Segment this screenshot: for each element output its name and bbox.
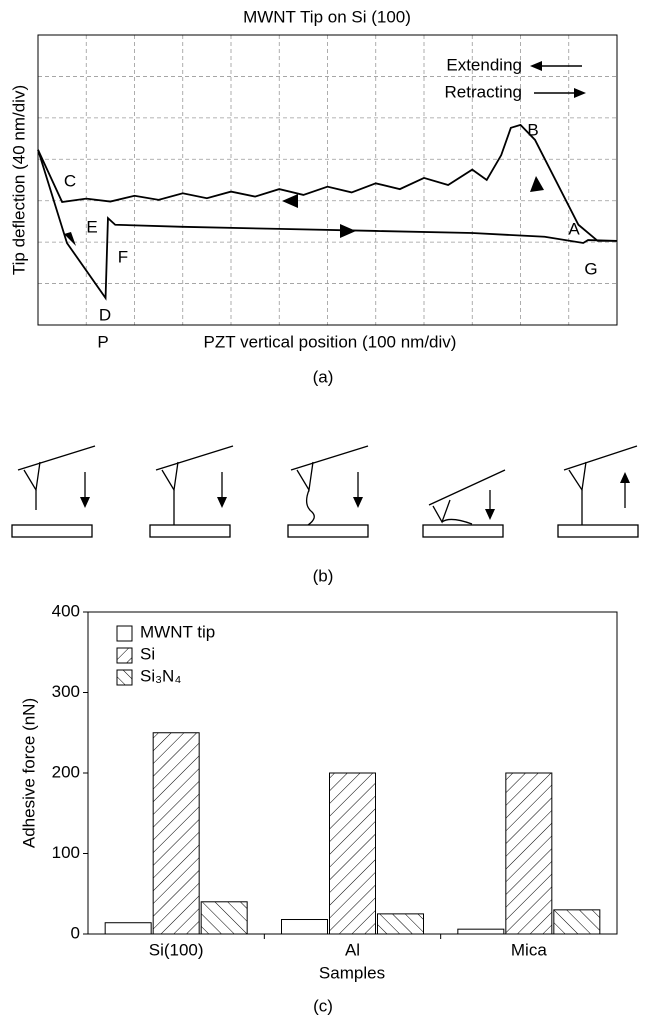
data-line — [37, 149, 618, 301]
x-tick-label: Mica — [511, 940, 547, 959]
data-line — [37, 123, 617, 242]
x-axis-label: PZT vertical position (100 nm/div) — [204, 332, 457, 351]
annotation: E — [86, 217, 97, 236]
chart-title: MWNT Tip on Si (100) — [243, 7, 411, 26]
panel-label: (c) — [313, 996, 333, 1015]
bar — [329, 772, 376, 935]
y-tick-label: 200 — [52, 762, 80, 781]
arrow-head — [282, 194, 298, 208]
panel-b — [11, 445, 639, 538]
annotation: B — [527, 120, 538, 139]
y-tick-label: 0 — [71, 923, 80, 942]
bar — [457, 928, 505, 935]
bar — [152, 732, 200, 935]
legend-label: Si₃N₄ — [140, 666, 181, 685]
curve-arrows — [64, 176, 544, 246]
legend-label: MWNT tip — [140, 622, 215, 641]
schematic-3 — [287, 445, 369, 538]
bar — [104, 922, 152, 935]
panel-label: (b) — [313, 566, 334, 585]
annotation: P — [97, 332, 108, 351]
x-tick-label: Si(100) — [149, 940, 204, 959]
panel-a: MWNT Tip on Si (100) Extending Retracting A… — [9, 7, 618, 386]
y-axis-label: Tip deflection (40 nm/div) — [9, 85, 28, 275]
arrow-head — [64, 232, 76, 246]
annotation: G — [584, 259, 597, 278]
legend-swatch — [116, 669, 133, 686]
bar — [553, 909, 601, 935]
annotation: F — [118, 247, 128, 266]
schematic-4 — [422, 469, 506, 538]
bar — [200, 901, 248, 935]
bar — [505, 772, 553, 935]
plot-frame — [37, 34, 618, 326]
legend-label: Si — [140, 644, 155, 663]
annotation: C — [64, 171, 76, 190]
legend-label: Extending — [446, 55, 522, 74]
annotation: A — [568, 219, 580, 238]
panel-c: 0 100 200 300 400 Si(100) Al Mica MWNT tip Si Si₃N… — [19, 601, 618, 1015]
bar — [281, 919, 328, 935]
schematic-2 — [149, 445, 234, 538]
panel-label: (a) — [313, 367, 334, 386]
arrow-head — [340, 224, 356, 238]
schematic-5 — [557, 445, 639, 538]
arrow-head — [530, 176, 544, 192]
y-tick-label: 400 — [52, 601, 80, 620]
x-tick-label: Al — [345, 940, 360, 959]
legend-swatch — [116, 647, 133, 664]
y-tick-label: 300 — [52, 682, 80, 701]
bar — [377, 913, 424, 935]
x-axis-label: Samples — [319, 963, 385, 982]
annotation: D — [99, 305, 111, 324]
y-axis-label: Adhesive force (nN) — [19, 698, 38, 848]
schematic-1 — [11, 445, 96, 538]
legend-swatch — [116, 625, 133, 642]
legend-arrow-head — [530, 61, 542, 71]
y-tick-label: 100 — [52, 843, 80, 862]
legend-arrow-head — [574, 88, 586, 98]
legend-label: Retracting — [445, 82, 522, 101]
